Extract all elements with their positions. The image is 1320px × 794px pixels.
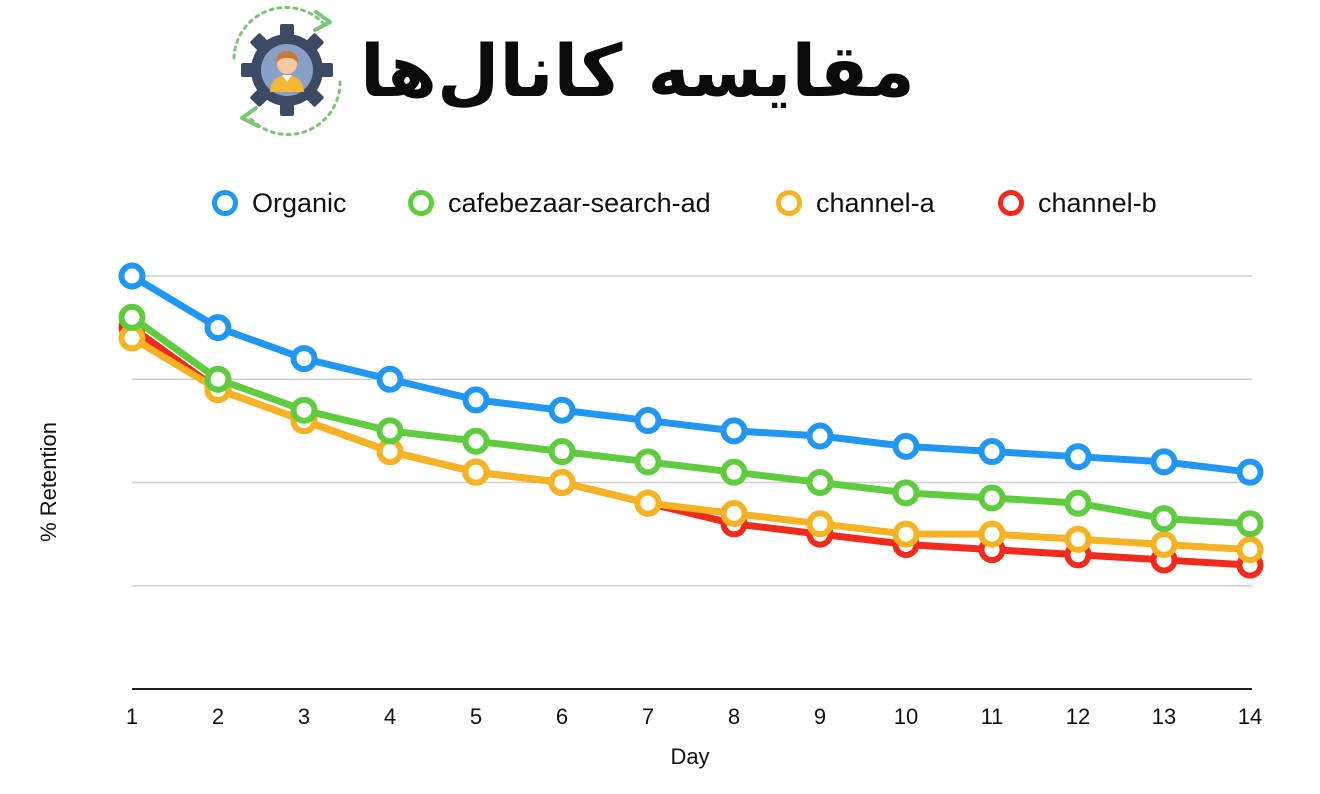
legend-label-channel-b: channel-b (1038, 187, 1157, 218)
legend-item-organic: Organic (212, 182, 347, 224)
data-point-channel-a (978, 520, 1006, 548)
x-tick-label: 4 (384, 704, 396, 729)
data-point-channel-a (634, 489, 662, 517)
data-point-cafebezaar-search-ad (376, 417, 404, 445)
series-line-cafebezaar-search-ad (128, 313, 1254, 528)
legend-item-channel-a: channel-a (776, 182, 935, 224)
legend-item-channel-b: channel-b (998, 182, 1157, 224)
x-tick-label: 9 (814, 704, 826, 729)
data-point-channel-a (720, 499, 748, 527)
data-point-organic (720, 417, 748, 445)
x-tick-label: 14 (1238, 704, 1262, 729)
series-line-organic (128, 272, 1254, 476)
data-point-cafebezaar-search-ad (978, 484, 1006, 512)
data-point-organic (1150, 448, 1178, 476)
data-point-organic (978, 438, 1006, 466)
chart-legend: Organic cafebezaar-search-ad channel-a c… (0, 182, 1320, 224)
x-tick-label: 5 (470, 704, 482, 729)
legend-marker-organic (212, 190, 238, 216)
x-axis-title: Day (670, 744, 709, 769)
legend-label-cafebezaar-search-ad: cafebezaar-search-ad (448, 187, 711, 218)
series-organic (118, 262, 1264, 486)
series-channel-a (118, 324, 1264, 564)
data-point-organic (548, 396, 576, 424)
data-point-organic (462, 386, 490, 414)
page-header: مقایسه کانال‌ها (220, 6, 940, 136)
grid-lines (132, 275, 1252, 587)
data-point-cafebezaar-search-ad (1236, 510, 1264, 538)
data-point-cafebezaar-search-ad (806, 469, 834, 496)
data-point-cafebezaar-search-ad (118, 303, 146, 331)
data-point-cafebezaar-search-ad (548, 438, 576, 466)
data-point-cafebezaar-search-ad (720, 458, 748, 486)
x-tick-label: 8 (728, 704, 740, 729)
x-tick-label: 3 (298, 704, 310, 729)
data-point-organic (1236, 458, 1264, 486)
data-point-channel-a (1150, 530, 1178, 558)
series-lines (118, 262, 1264, 579)
x-tick-label: 12 (1066, 704, 1090, 729)
series-line-channel-a (128, 334, 1254, 554)
data-point-channel-a (892, 520, 920, 548)
data-point-cafebezaar-search-ad (290, 396, 318, 424)
legend-label-channel-a: channel-a (816, 187, 935, 218)
x-tick-label: 2 (212, 704, 224, 729)
data-point-channel-a (1064, 525, 1092, 553)
data-point-channel-a (806, 510, 834, 538)
page-title: مقایسه کانال‌ها (360, 29, 915, 113)
x-tick-label: 11 (981, 704, 1004, 729)
series-cafebezaar-search-ad (118, 303, 1264, 538)
data-point-organic (290, 345, 318, 373)
data-point-channel-a (548, 469, 576, 496)
data-point-organic (376, 365, 404, 393)
data-point-cafebezaar-search-ad (892, 479, 920, 507)
data-point-organic (634, 407, 662, 435)
logo-graphic (232, 6, 342, 136)
x-tick-label: 7 (642, 704, 654, 729)
y-axis-title: % Retention (36, 422, 61, 542)
data-point-organic (1064, 443, 1092, 471)
data-point-cafebezaar-search-ad (634, 448, 662, 476)
data-point-cafebezaar-search-ad (204, 365, 232, 393)
data-point-organic (118, 262, 146, 290)
data-point-organic (806, 422, 834, 450)
legend-marker-channel-b (998, 190, 1024, 216)
data-point-organic (204, 314, 232, 342)
data-point-cafebezaar-search-ad (462, 427, 490, 455)
x-tick-label: 13 (1152, 704, 1176, 729)
data-point-cafebezaar-search-ad (1064, 489, 1092, 517)
x-tick-labels: 1 2 3 4 5 6 7 8 9 10 11 12 13 14 (126, 704, 1262, 729)
legend-marker-cafebezaar-search-ad (408, 190, 434, 216)
legend-item-cafebezaar-search-ad: cafebezaar-search-ad (408, 182, 711, 224)
legend-label-organic: Organic (252, 187, 347, 218)
data-point-channel-a (462, 458, 490, 486)
x-tick-label: 1 (126, 704, 138, 729)
gear-user-refresh-icon (220, 6, 352, 136)
data-point-organic (892, 432, 920, 460)
data-point-cafebezaar-search-ad (1150, 505, 1178, 533)
data-point-channel-a (1236, 536, 1264, 564)
legend-marker-channel-a (776, 190, 802, 216)
x-tick-label: 10 (894, 704, 918, 729)
x-tick-label: 6 (556, 704, 568, 729)
